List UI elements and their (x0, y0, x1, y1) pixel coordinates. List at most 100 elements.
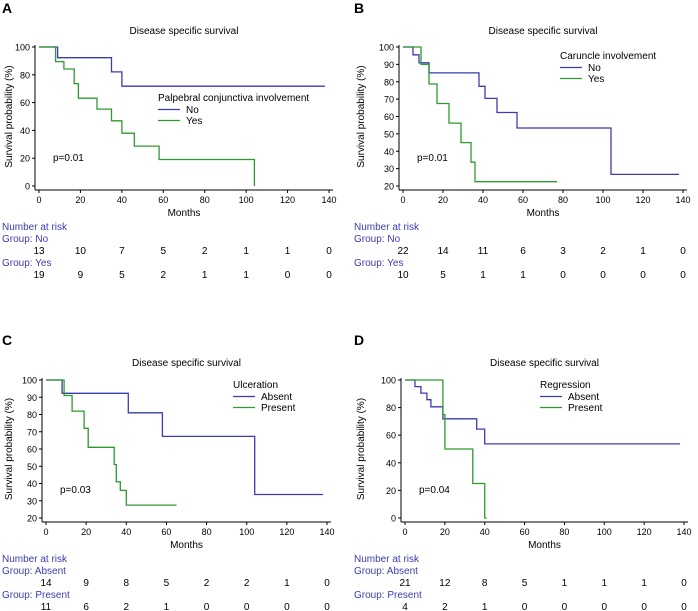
series-line-no (39, 46, 325, 87)
series-line-yes (39, 46, 256, 186)
y-tick-label: 80 (386, 403, 396, 413)
y-tick-label: 90 (27, 393, 37, 403)
risk-count: 22 (397, 246, 409, 257)
x-tick-label: 20 (438, 195, 448, 205)
x-tick-label: 40 (478, 195, 488, 205)
legend-title: Regression (540, 380, 591, 391)
y-tick-label: 20 (27, 514, 37, 524)
risk-count: 0 (324, 578, 330, 589)
series-line-yes (403, 46, 557, 183)
risk-count: 1 (243, 246, 249, 257)
x-tick-label: 120 (637, 527, 652, 537)
risk-count: 1 (482, 602, 488, 611)
risk-count: 4 (402, 602, 408, 611)
chart-title: Disease specific survival (489, 26, 598, 37)
series-line-absent (405, 379, 680, 445)
risk-count: 0 (680, 246, 686, 257)
p-value: p=0.04 (419, 485, 450, 496)
risk-count: 2 (202, 246, 208, 257)
risk-count: 1 (520, 270, 526, 281)
x-tick-label: 60 (518, 195, 528, 205)
x-tick-label: 60 (161, 527, 171, 537)
y-tick-label: 60 (384, 112, 394, 122)
x-tick-label: 140 (321, 195, 336, 205)
risk-count: 1 (640, 246, 646, 257)
x-tick-label: 140 (676, 527, 691, 537)
risk-count: 1 (284, 578, 290, 589)
x-axis-label: Months (528, 540, 561, 551)
risk-group-label: Group: Yes (354, 258, 403, 269)
risk-count: 0 (562, 602, 568, 611)
risk-group-label: Group: Absent (354, 566, 418, 577)
x-tick-label: 0 (402, 527, 407, 537)
panel-letter: D (354, 332, 364, 348)
x-axis-label: Months (527, 208, 560, 219)
p-value: p=0.01 (417, 153, 448, 164)
risk-count: 0 (284, 602, 290, 611)
x-tick-label: 120 (280, 195, 295, 205)
risk-count: 1 (480, 270, 486, 281)
legend-label: Yes (186, 116, 202, 127)
risk-group-label: Group: Yes (2, 258, 51, 269)
y-axis-label: Survival probability (%) (356, 65, 367, 167)
risk-count: 8 (124, 578, 130, 589)
x-tick-label: 40 (121, 527, 131, 537)
y-axis-label: Survival probability (%) (4, 65, 15, 167)
risk-count: 0 (680, 270, 686, 281)
y-axis-label: Survival probability (%) (4, 398, 15, 500)
risk-count: 12 (439, 578, 451, 589)
x-tick-label: 80 (559, 527, 569, 537)
risk-count: 1 (641, 578, 647, 589)
risk-count: 19 (33, 270, 45, 281)
risk-count: 10 (75, 246, 87, 257)
y-tick-label: 30 (384, 164, 394, 174)
y-tick-label: 60 (386, 431, 396, 441)
legend-title: Palpebral conjunctiva involvement (158, 93, 309, 104)
risk-count: 11 (41, 602, 52, 611)
x-tick-label: 100 (597, 527, 612, 537)
panel-letter: A (2, 0, 12, 16)
y-tick-label: 70 (384, 95, 394, 105)
risk-count: 21 (399, 578, 411, 589)
p-value: p=0.03 (60, 485, 91, 496)
y-axis-label: Survival probability (%) (356, 398, 367, 500)
risk-count: 2 (161, 270, 167, 281)
x-tick-label: 40 (480, 527, 490, 537)
y-tick-label: 100 (22, 376, 37, 386)
legend-label: Yes (588, 74, 604, 85)
risk-count: 0 (326, 246, 332, 257)
risk-count: 8 (482, 578, 488, 589)
x-tick-label: 80 (558, 195, 568, 205)
risk-count: 0 (244, 602, 250, 611)
risk-count: 5 (164, 578, 170, 589)
y-tick-label: 90 (384, 60, 394, 70)
series-line-absent (46, 379, 323, 496)
x-tick-label: 20 (440, 527, 450, 537)
y-tick-label: 50 (27, 462, 37, 472)
x-tick-label: 120 (635, 195, 650, 205)
risk-group-label: Group: No (2, 234, 49, 245)
x-tick-label: 20 (75, 195, 85, 205)
risk-table-header: Number at risk (2, 222, 68, 233)
y-tick-label: 20 (20, 154, 30, 164)
x-tick-label: 140 (319, 527, 334, 537)
y-tick-label: 20 (384, 182, 394, 192)
risk-count: 0 (522, 602, 528, 611)
risk-count: 5 (161, 246, 167, 257)
risk-count: 0 (326, 270, 332, 281)
risk-group-label: Group: Present (2, 590, 70, 601)
y-tick-label: 100 (379, 43, 394, 53)
risk-count: 9 (78, 270, 84, 281)
risk-table-header: Number at risk (2, 554, 68, 565)
risk-count: 2 (204, 578, 210, 589)
risk-count: 1 (562, 578, 568, 589)
x-tick-label: 60 (520, 527, 530, 537)
legend-label: Present (261, 403, 296, 414)
y-tick-label: 70 (27, 427, 37, 437)
risk-count: 1 (285, 246, 291, 257)
